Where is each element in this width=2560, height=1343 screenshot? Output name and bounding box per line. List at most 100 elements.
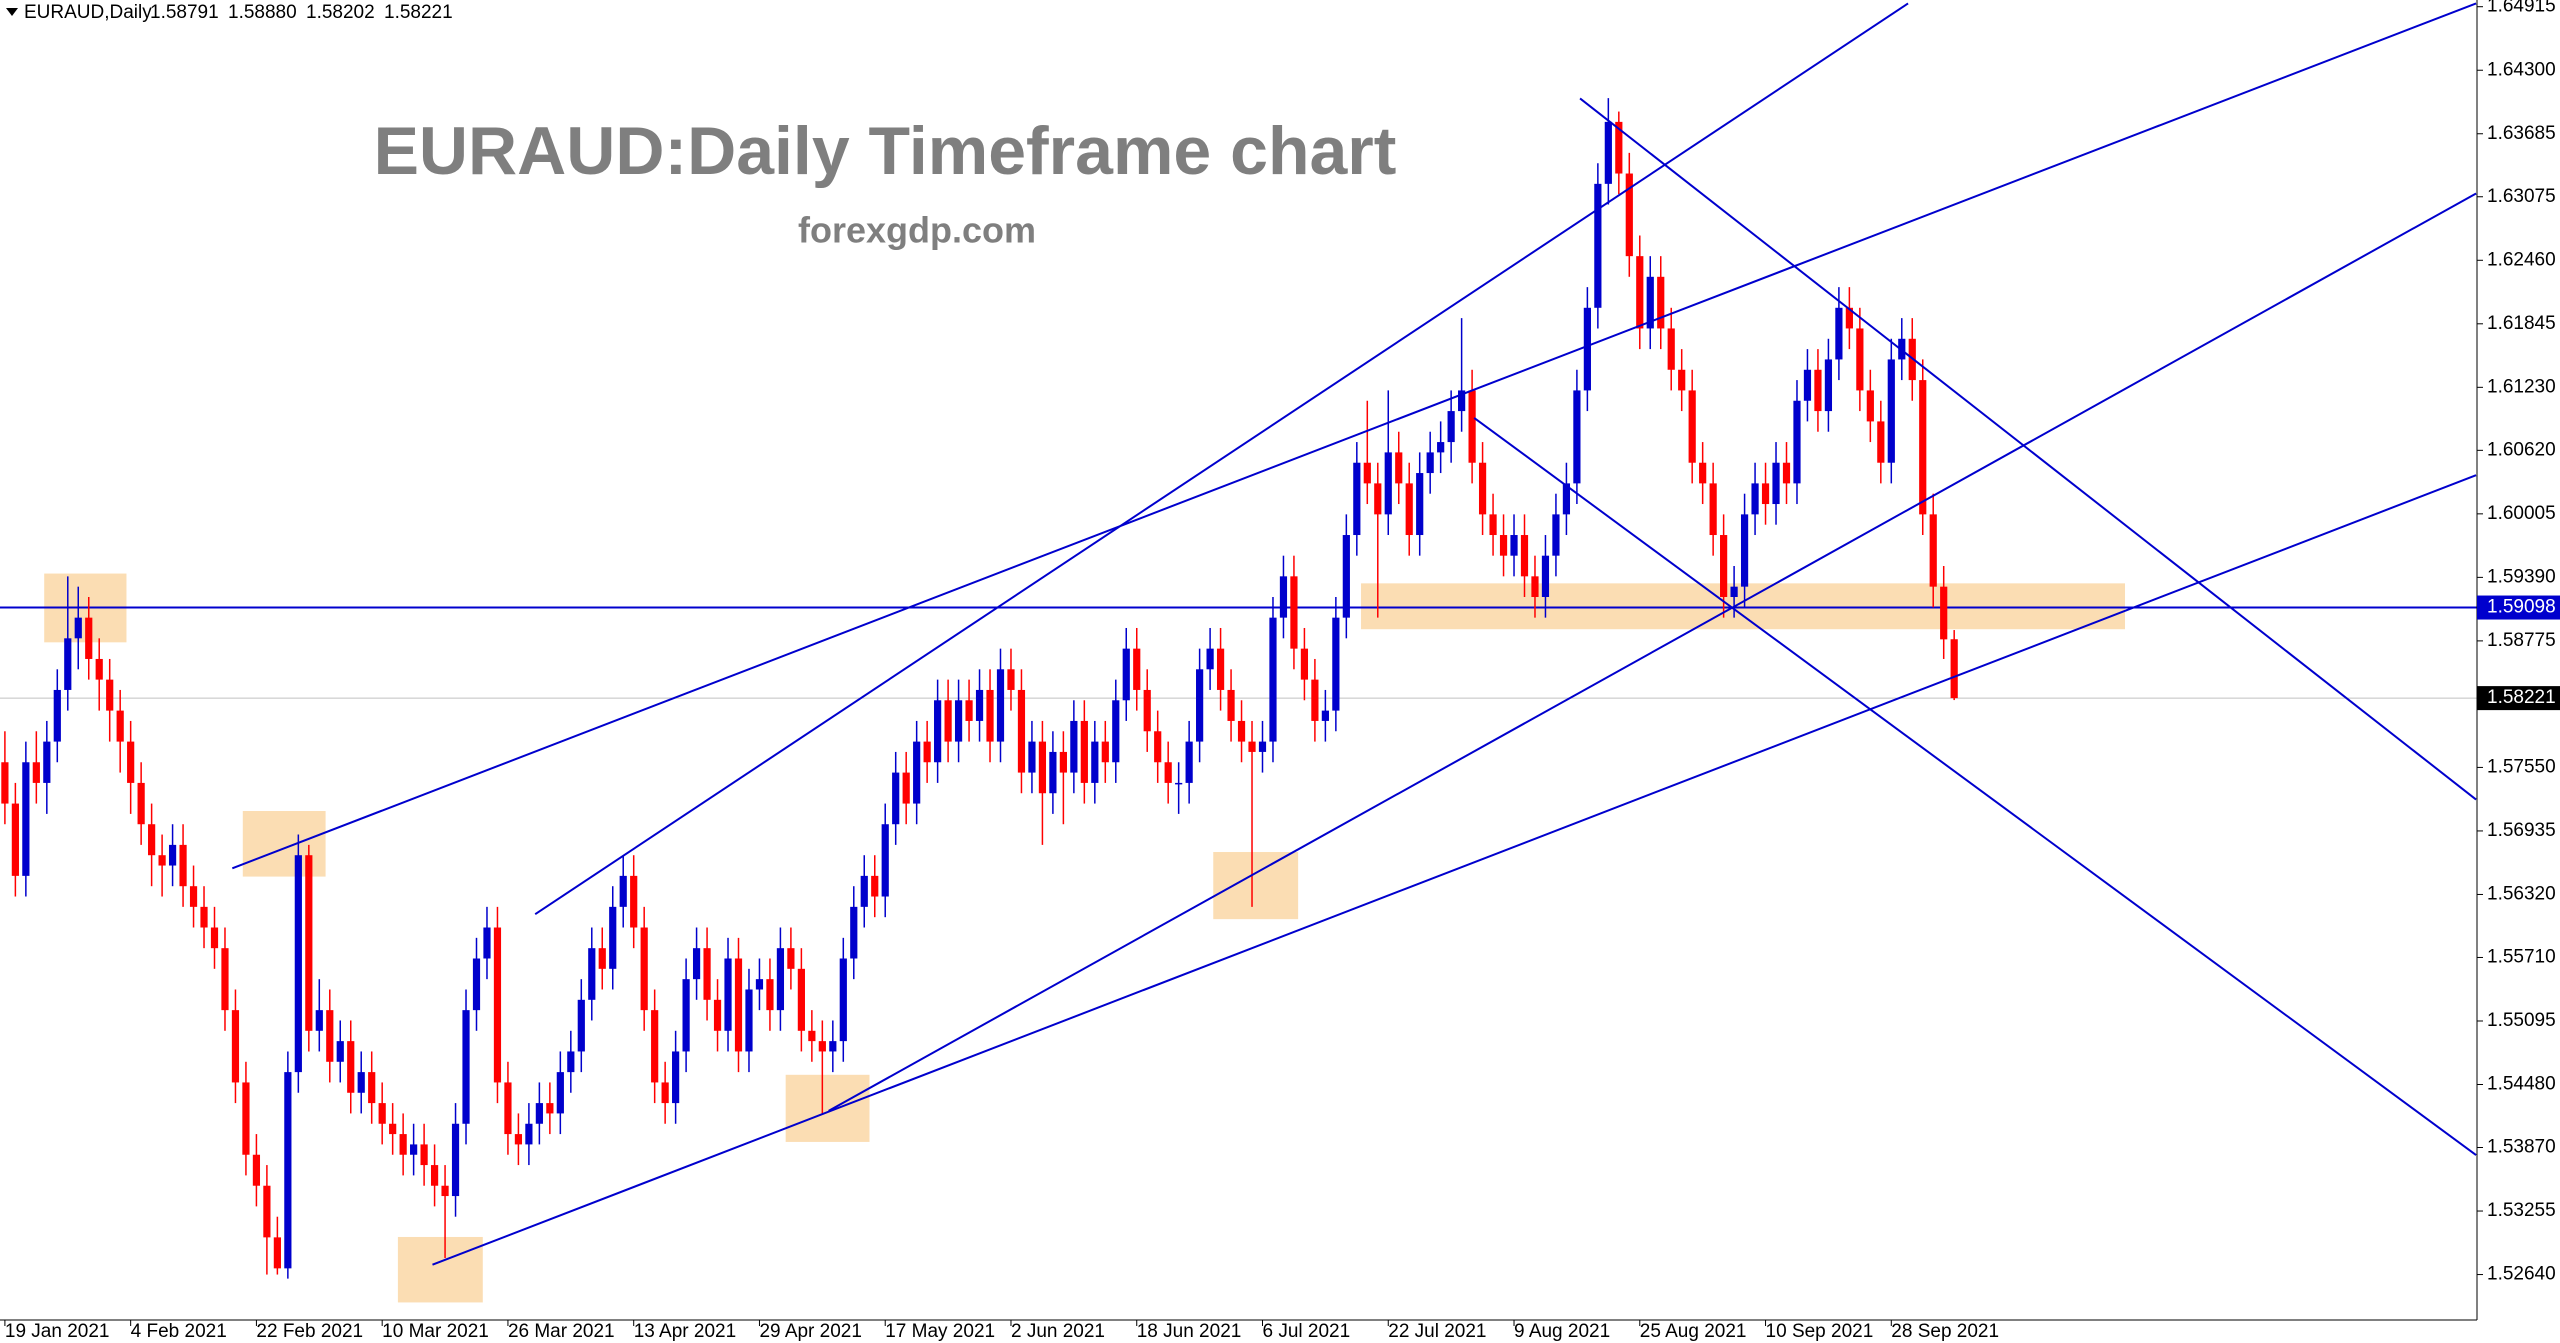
candle-body: [734, 958, 743, 1052]
candle-body: [263, 1185, 271, 1238]
candle-body: [32, 762, 40, 783]
candle-body: [1489, 514, 1497, 536]
candle-body: [1772, 462, 1780, 505]
candle-body: [1028, 741, 1036, 773]
candle-body: [1835, 307, 1843, 360]
candle-body: [1227, 689, 1235, 721]
candle-body: [493, 927, 502, 1083]
y-tick-label: 1.56935: [2487, 820, 2556, 841]
y-tick-label: 1.54480: [2487, 1074, 2556, 1095]
candle-body: [1740, 514, 1749, 587]
zone: [1361, 583, 2126, 630]
candle-body: [1175, 782, 1183, 785]
candle-body: [1133, 648, 1141, 690]
candle-body: [1803, 369, 1812, 401]
candle-body: [1720, 535, 1728, 597]
y-tick-label: 1.53870: [2487, 1137, 2556, 1158]
candle-body: [1887, 359, 1895, 463]
x-tick-label: 13 Apr 2021: [634, 1321, 736, 1342]
candle-body: [315, 1010, 323, 1031]
header-value: 1.58221: [384, 2, 453, 23]
x-tick-label: 19 Jan 2021: [5, 1321, 110, 1342]
x-tick-label: 26 Mar 2021: [508, 1321, 615, 1342]
candle-body: [53, 689, 61, 742]
candle-body: [221, 948, 229, 1011]
candle-body: [1657, 276, 1665, 329]
candle-body: [1196, 669, 1204, 742]
candle-body: [284, 1072, 292, 1269]
candle-body: [168, 844, 177, 866]
candle-body: [1395, 452, 1403, 484]
candle-body: [1678, 369, 1686, 391]
trendline: [534, 2, 1909, 916]
y-tick-label: 1.61845: [2487, 313, 2556, 334]
candle-body: [22, 762, 30, 876]
candle-body: [1478, 462, 1487, 515]
candle-body: [326, 1010, 334, 1062]
candle-body: [1625, 173, 1633, 257]
candle-body: [242, 1082, 250, 1155]
candle-body: [1384, 452, 1392, 515]
candle-body: [514, 1134, 523, 1145]
candle-body: [1332, 617, 1340, 711]
x-tick-label: 22 Feb 2021: [256, 1321, 363, 1342]
candle-body: [1437, 442, 1445, 453]
candle-body: [1604, 121, 1612, 184]
price-label: 1.58221: [2487, 687, 2556, 708]
candle-body: [1363, 462, 1371, 484]
candle-body: [672, 1051, 680, 1104]
candle-body: [556, 1072, 564, 1114]
candle-body: [1, 762, 9, 804]
y-tick-label: 1.64915: [2487, 0, 2556, 17]
candle-body: [797, 968, 805, 1031]
candle-body: [1709, 483, 1717, 536]
x-tick-label: 6 Jul 2021: [1263, 1321, 1351, 1342]
symbol: EURAUD,Daily: [24, 2, 152, 23]
candle-body: [231, 1010, 240, 1083]
candle-body: [1468, 390, 1476, 463]
candle-body: [74, 617, 82, 639]
candle-body: [1730, 586, 1738, 597]
candle-body: [378, 1103, 386, 1124]
candle-body: [64, 638, 72, 690]
candle-body: [745, 989, 753, 1052]
candle-body: [934, 700, 942, 763]
candle-body: [1751, 483, 1759, 515]
x-tick-label: 18 Jun 2021: [1137, 1321, 1242, 1342]
level-label-bg: [2477, 595, 2560, 620]
candle-body: [525, 1123, 533, 1145]
candle-body: [1950, 639, 1958, 699]
candle-body: [1562, 483, 1571, 515]
y-tick-label: 1.62460: [2487, 249, 2556, 270]
zone: [785, 1074, 870, 1142]
x-tick-label: 25 Aug 2021: [1640, 1321, 1747, 1342]
candle-body: [839, 958, 847, 1042]
candle-body: [661, 1082, 669, 1104]
candle-body: [1499, 535, 1508, 556]
candle-body: [472, 958, 481, 1011]
candle-body: [1782, 462, 1791, 484]
candle-body: [860, 875, 868, 907]
y-tick-label: 1.63075: [2487, 186, 2556, 207]
menu-arrow[interactable]: [6, 8, 18, 16]
candle-body: [546, 1103, 554, 1114]
candle-body: [913, 741, 921, 804]
candle-body: [1636, 256, 1644, 329]
candle-body: [1007, 669, 1015, 690]
y-tick-label: 1.60005: [2487, 503, 2556, 524]
candle-body: [85, 617, 93, 659]
candle-body: [294, 855, 302, 1073]
candle-body: [692, 948, 701, 980]
candle-body: [368, 1072, 376, 1104]
candle-body: [200, 906, 208, 928]
x-tick-label: 17 May 2021: [885, 1321, 995, 1342]
candle-body: [1520, 535, 1529, 577]
candle-body: [1919, 380, 1927, 515]
candle-body: [640, 927, 648, 1011]
candle-body: [1583, 307, 1591, 391]
candle-body: [609, 906, 617, 969]
chart-title: EURAUD:Daily Timeframe chart: [374, 113, 1397, 189]
candle-body: [1258, 741, 1267, 752]
